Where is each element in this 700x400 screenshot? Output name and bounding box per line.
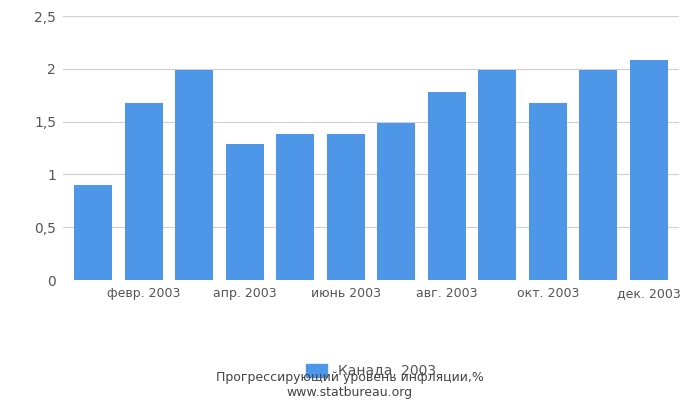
Bar [327, 134, 365, 280]
Bar [377, 123, 415, 280]
Bar [276, 134, 314, 280]
Bar [74, 185, 112, 280]
Bar [428, 92, 466, 280]
Bar [226, 144, 264, 280]
Bar [528, 102, 567, 280]
Bar [630, 60, 668, 280]
Bar [478, 70, 516, 280]
Bar [580, 70, 617, 280]
Bar [175, 70, 214, 280]
Text: Прогрессирующий уровень инфляции,%: Прогрессирующий уровень инфляции,% [216, 372, 484, 384]
Legend: Канада, 2003: Канада, 2003 [300, 359, 442, 384]
Bar [125, 102, 162, 280]
Text: www.statbureau.org: www.statbureau.org [287, 386, 413, 399]
